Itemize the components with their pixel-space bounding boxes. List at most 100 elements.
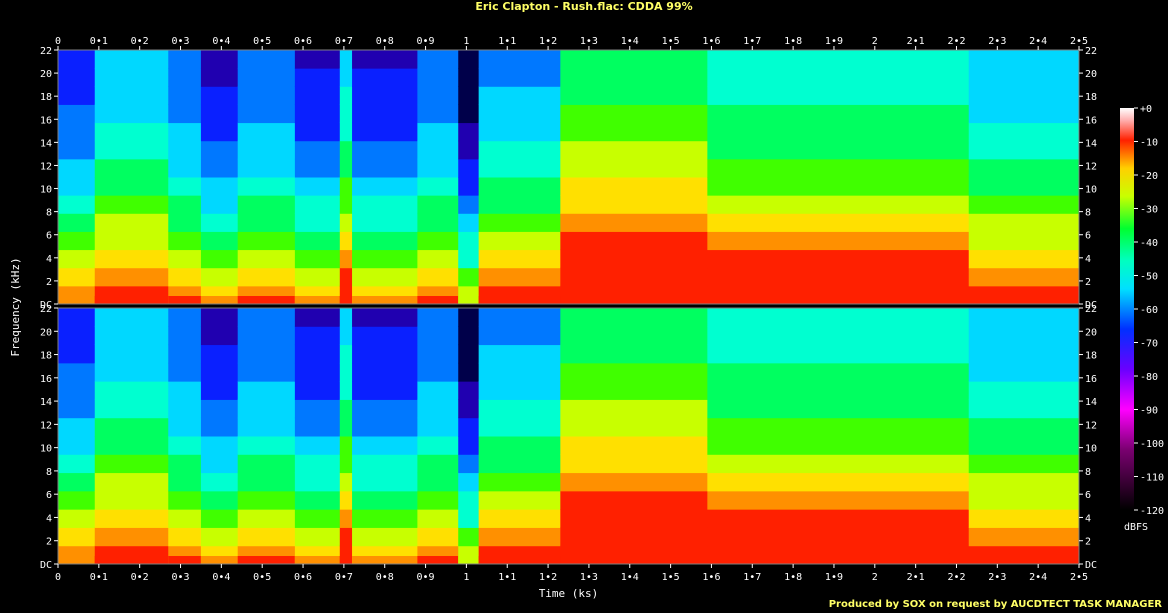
x-tick-label-bottom: 1•5	[662, 572, 680, 583]
y-tick-label-right: 18	[1085, 351, 1097, 362]
x-tick-label-bottom: 0•8	[376, 572, 394, 583]
x-tick-label-bottom: 1•7	[743, 572, 761, 583]
y-tick-label-left: 16	[40, 374, 52, 385]
x-tick-label-top: 1•5	[662, 36, 680, 47]
x-tick-label-top: 2•2	[947, 36, 965, 47]
x-tick-label-top: 1•1	[498, 36, 516, 47]
y-tick-label-right: 20	[1085, 69, 1097, 80]
x-tick-label-bottom: 2•2	[947, 572, 965, 583]
x-tick-label-bottom: 1•1	[498, 572, 516, 583]
y-tick-label-right: 4	[1085, 513, 1091, 524]
y-tick-label-right: 20	[1085, 327, 1097, 338]
y-tick-label-right: 6	[1085, 490, 1091, 501]
spectrogram-segment	[200, 308, 239, 565]
y-tick-label-right: 12	[1085, 161, 1097, 172]
spectrogram-segment	[968, 308, 1080, 565]
chart-title: Eric Clapton - Rush.flac: CDDA 99%	[475, 0, 693, 13]
y-tick-label-left: 6	[46, 231, 52, 242]
y-tick-label-right: 4	[1085, 254, 1091, 265]
spectrogram-segment	[339, 308, 353, 565]
x-tick-label-bottom: 1•9	[825, 572, 843, 583]
colorbar-tick-label: -120	[1140, 506, 1164, 517]
spectrogram-segment	[458, 50, 480, 305]
spectrogram-segment	[237, 308, 296, 565]
y-tick-label-left: 22	[40, 304, 52, 315]
spectrogram-segment	[58, 308, 96, 565]
spectrogram-segment	[968, 50, 1080, 305]
x-tick-label-bottom: 0•4	[212, 572, 230, 583]
y-tick-label-right: 6	[1085, 231, 1091, 242]
y-tick-label-right: 10	[1085, 444, 1097, 455]
x-tick-label-top: 2•5	[1070, 36, 1088, 47]
y-tick-label-right: 8	[1085, 208, 1091, 219]
x-tick-label-bottom: 1•6	[702, 572, 720, 583]
y-tick-label-left: 20	[40, 69, 52, 80]
x-tick-label-bottom: 0•6	[294, 572, 312, 583]
y-tick-label-right: 14	[1085, 397, 1097, 408]
spectrogram-segment	[294, 50, 341, 305]
y-tick-label-left: 4	[46, 254, 52, 265]
spectrogram-segment	[417, 308, 459, 565]
colorbar	[1120, 108, 1134, 510]
spectrogram-segment	[200, 50, 239, 305]
spectrogram-segment	[417, 50, 459, 305]
y-tick-label-right: DC	[1085, 560, 1097, 571]
y-tick-label-left: 6	[46, 490, 52, 501]
y-tick-label-right: 16	[1085, 374, 1097, 385]
x-tick-label-bottom: 0•7	[335, 572, 353, 583]
x-tick-label-bottom: 0•9	[417, 572, 435, 583]
colorbar-tick-label: -70	[1140, 339, 1158, 350]
y-tick-label-right: 16	[1085, 115, 1097, 126]
spectrogram-segment	[458, 308, 480, 565]
y-tick-label-left: 14	[40, 397, 52, 408]
x-tick-label-bottom: 2•4	[1029, 572, 1047, 583]
colorbar-tick-label: -40	[1140, 238, 1158, 249]
x-tick-label-bottom: 2	[872, 572, 878, 583]
x-tick-label-top: 0	[55, 36, 61, 47]
spectrogram-segment	[560, 308, 708, 565]
x-tick-label-bottom: 1•3	[580, 572, 598, 583]
x-tick-label-bottom: 1•8	[784, 572, 802, 583]
y-tick-label-left: 16	[40, 115, 52, 126]
x-tick-label-bottom: 0•2	[131, 572, 149, 583]
y-tick-label-left: 20	[40, 327, 52, 338]
x-tick-label-top: 0•9	[417, 36, 435, 47]
x-tick-label-top: 0•5	[253, 36, 271, 47]
y-tick-label-left: 8	[46, 208, 52, 219]
spectrogram-segment	[168, 308, 202, 565]
y-tick-label-left: 2	[46, 277, 52, 288]
y-tick-label-left: DC	[40, 300, 52, 311]
y-tick-label-right: 18	[1085, 92, 1097, 103]
channel-2-plot	[57, 307, 1080, 565]
x-tick-label-bottom: 1•4	[621, 572, 639, 583]
x-tick-label-bottom: 0•5	[253, 572, 271, 583]
y-tick-label-right: DC	[1085, 300, 1097, 311]
x-tick-label-top: 1•6	[702, 36, 720, 47]
footer-credit: Produced by SOX on request by AUCDTECT T…	[828, 599, 1162, 610]
spectrogram-segment	[707, 308, 970, 565]
spectrogram-segment	[352, 308, 418, 565]
x-tick-label-bottom: 2•3	[988, 572, 1006, 583]
y-tick-label-left: 12	[40, 420, 52, 431]
x-tick-label-top: 0•4	[212, 36, 230, 47]
y-tick-label-left: 18	[40, 92, 52, 103]
spectrogram-segment	[478, 308, 561, 565]
y-tick-label-right: 14	[1085, 138, 1097, 149]
x-tick-label-top: 2•1	[907, 36, 925, 47]
y-tick-label-right: 2	[1085, 537, 1091, 548]
y-tick-label-left: 2	[46, 537, 52, 548]
x-tick-label-bottom: 0•3	[171, 572, 189, 583]
x-tick-label-top: 1•9	[825, 36, 843, 47]
x-tick-label-bottom: 1	[463, 572, 469, 583]
y-tick-label-left: 18	[40, 351, 52, 362]
channel-frame	[57, 307, 1080, 565]
x-tick-label-top: 1•3	[580, 36, 598, 47]
x-axis-label: Time (ks)	[539, 587, 599, 600]
x-tick-label-top: 1•8	[784, 36, 802, 47]
colorbar-tick-label: -50	[1140, 272, 1158, 283]
y-tick-label-left: DC	[40, 560, 52, 571]
x-tick-label-top: 1•7	[743, 36, 761, 47]
colorbar-tick-label: -30	[1140, 205, 1158, 216]
colorbar-tick-label: -110	[1140, 473, 1164, 484]
